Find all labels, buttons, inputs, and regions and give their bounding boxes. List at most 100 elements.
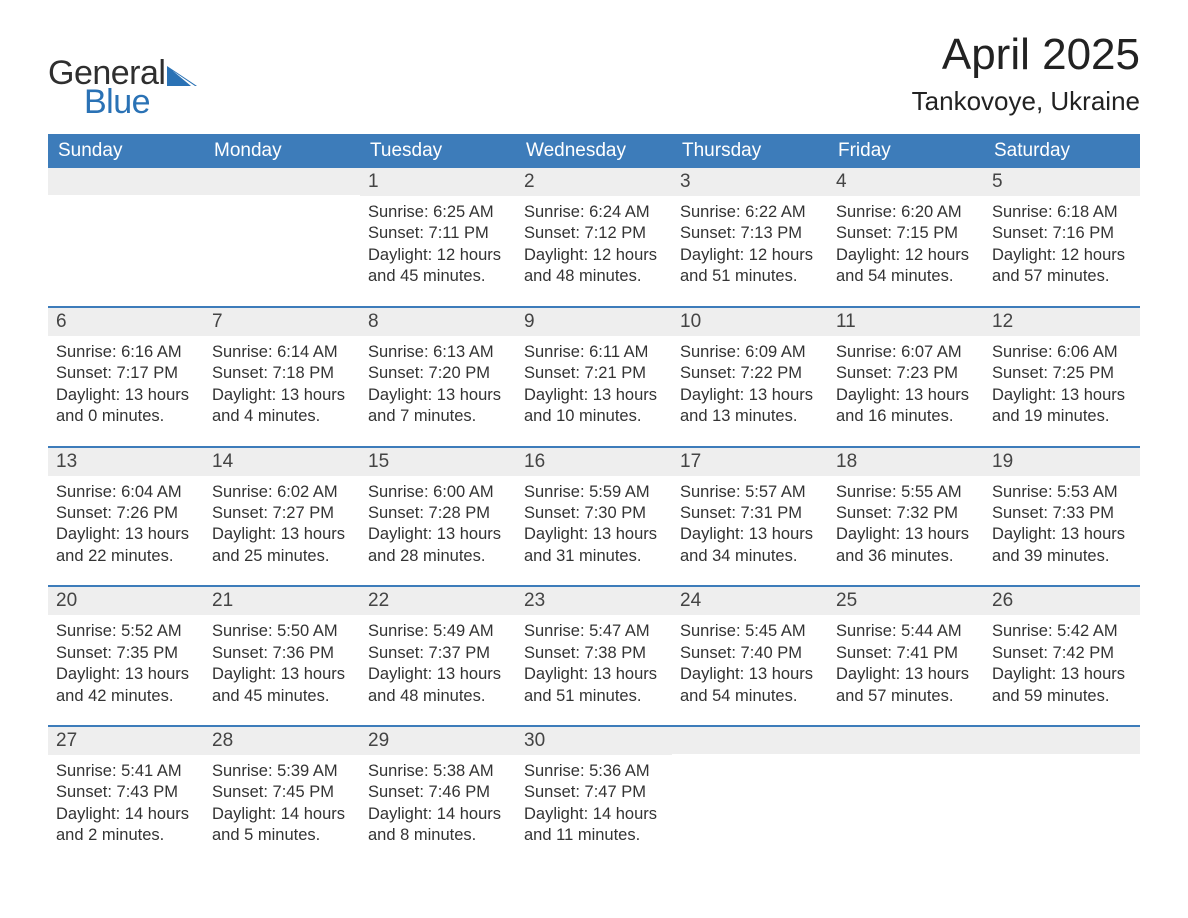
day-body: Sunrise: 6:09 AMSunset: 7:22 PMDaylight:… xyxy=(672,336,828,432)
day-body: Sunrise: 6:22 AMSunset: 7:13 PMDaylight:… xyxy=(672,196,828,292)
day-body: Sunrise: 6:13 AMSunset: 7:20 PMDaylight:… xyxy=(360,336,516,432)
sunrise-text: Sunrise: 6:06 AM xyxy=(992,342,1132,363)
day-number: 18 xyxy=(828,448,984,476)
weekday-header: Sunday xyxy=(48,134,204,168)
day-cell: 15Sunrise: 6:00 AMSunset: 7:28 PMDayligh… xyxy=(360,448,516,572)
brand-flag-icon xyxy=(167,64,201,93)
day-number: 2 xyxy=(516,168,672,196)
daylight-text: Daylight: 13 hours and 13 minutes. xyxy=(680,385,820,428)
daylight-text: Daylight: 13 hours and 57 minutes. xyxy=(836,664,976,707)
day-number: 23 xyxy=(516,587,672,615)
day-cell: 27Sunrise: 5:41 AMSunset: 7:43 PMDayligh… xyxy=(48,727,204,851)
week-row: 20Sunrise: 5:52 AMSunset: 7:35 PMDayligh… xyxy=(48,585,1140,711)
day-cell: 30Sunrise: 5:36 AMSunset: 7:47 PMDayligh… xyxy=(516,727,672,851)
sunset-text: Sunset: 7:33 PM xyxy=(992,503,1132,524)
day-body: Sunrise: 6:04 AMSunset: 7:26 PMDaylight:… xyxy=(48,476,204,572)
sunset-text: Sunset: 7:41 PM xyxy=(836,643,976,664)
daylight-text: Daylight: 13 hours and 4 minutes. xyxy=(212,385,352,428)
week-row: 27Sunrise: 5:41 AMSunset: 7:43 PMDayligh… xyxy=(48,725,1140,851)
sunrise-text: Sunrise: 5:53 AM xyxy=(992,482,1132,503)
day-body: Sunrise: 5:50 AMSunset: 7:36 PMDaylight:… xyxy=(204,615,360,711)
title-block: April 2025 Tankovoye, Ukraine xyxy=(912,30,1140,117)
day-cell: 4Sunrise: 6:20 AMSunset: 7:15 PMDaylight… xyxy=(828,168,984,292)
day-cell: 11Sunrise: 6:07 AMSunset: 7:23 PMDayligh… xyxy=(828,308,984,432)
daylight-text: Daylight: 12 hours and 54 minutes. xyxy=(836,245,976,288)
day-body: Sunrise: 5:57 AMSunset: 7:31 PMDaylight:… xyxy=(672,476,828,572)
sunrise-text: Sunrise: 6:18 AM xyxy=(992,202,1132,223)
day-body: Sunrise: 5:55 AMSunset: 7:32 PMDaylight:… xyxy=(828,476,984,572)
sunrise-text: Sunrise: 5:55 AM xyxy=(836,482,976,503)
sunset-text: Sunset: 7:35 PM xyxy=(56,643,196,664)
daylight-text: Daylight: 12 hours and 51 minutes. xyxy=(680,245,820,288)
day-number: 7 xyxy=(204,308,360,336)
sunrise-text: Sunrise: 5:36 AM xyxy=(524,761,664,782)
daylight-text: Daylight: 13 hours and 19 minutes. xyxy=(992,385,1132,428)
sunset-text: Sunset: 7:15 PM xyxy=(836,223,976,244)
day-body: Sunrise: 5:49 AMSunset: 7:37 PMDaylight:… xyxy=(360,615,516,711)
day-body: Sunrise: 5:47 AMSunset: 7:38 PMDaylight:… xyxy=(516,615,672,711)
day-cell: 9Sunrise: 6:11 AMSunset: 7:21 PMDaylight… xyxy=(516,308,672,432)
day-cell xyxy=(828,727,984,851)
day-cell: 14Sunrise: 6:02 AMSunset: 7:27 PMDayligh… xyxy=(204,448,360,572)
daylight-text: Daylight: 14 hours and 5 minutes. xyxy=(212,804,352,847)
day-cell: 16Sunrise: 5:59 AMSunset: 7:30 PMDayligh… xyxy=(516,448,672,572)
day-number: 15 xyxy=(360,448,516,476)
daylight-text: Daylight: 13 hours and 7 minutes. xyxy=(368,385,508,428)
day-cell: 3Sunrise: 6:22 AMSunset: 7:13 PMDaylight… xyxy=(672,168,828,292)
day-body: Sunrise: 6:07 AMSunset: 7:23 PMDaylight:… xyxy=(828,336,984,432)
sunrise-text: Sunrise: 6:13 AM xyxy=(368,342,508,363)
weekday-header-row: SundayMondayTuesdayWednesdayThursdayFrid… xyxy=(48,134,1140,168)
day-cell: 5Sunrise: 6:18 AMSunset: 7:16 PMDaylight… xyxy=(984,168,1140,292)
daylight-text: Daylight: 13 hours and 36 minutes. xyxy=(836,524,976,567)
day-number: 14 xyxy=(204,448,360,476)
day-number: 3 xyxy=(672,168,828,196)
day-number: 20 xyxy=(48,587,204,615)
sunset-text: Sunset: 7:20 PM xyxy=(368,363,508,384)
day-cell: 29Sunrise: 5:38 AMSunset: 7:46 PMDayligh… xyxy=(360,727,516,851)
day-body: Sunrise: 6:14 AMSunset: 7:18 PMDaylight:… xyxy=(204,336,360,432)
sunset-text: Sunset: 7:22 PM xyxy=(680,363,820,384)
daylight-text: Daylight: 13 hours and 39 minutes. xyxy=(992,524,1132,567)
sunrise-text: Sunrise: 6:09 AM xyxy=(680,342,820,363)
sunset-text: Sunset: 7:47 PM xyxy=(524,782,664,803)
location-subtitle: Tankovoye, Ukraine xyxy=(912,86,1140,117)
day-number: 10 xyxy=(672,308,828,336)
day-number: 22 xyxy=(360,587,516,615)
day-body: Sunrise: 6:18 AMSunset: 7:16 PMDaylight:… xyxy=(984,196,1140,292)
sunset-text: Sunset: 7:31 PM xyxy=(680,503,820,524)
sunrise-text: Sunrise: 5:44 AM xyxy=(836,621,976,642)
sunset-text: Sunset: 7:38 PM xyxy=(524,643,664,664)
day-number: 4 xyxy=(828,168,984,196)
daylight-text: Daylight: 12 hours and 45 minutes. xyxy=(368,245,508,288)
day-cell: 1Sunrise: 6:25 AMSunset: 7:11 PMDaylight… xyxy=(360,168,516,292)
daylight-text: Daylight: 13 hours and 16 minutes. xyxy=(836,385,976,428)
day-cell: 12Sunrise: 6:06 AMSunset: 7:25 PMDayligh… xyxy=(984,308,1140,432)
day-cell: 22Sunrise: 5:49 AMSunset: 7:37 PMDayligh… xyxy=(360,587,516,711)
day-cell: 8Sunrise: 6:13 AMSunset: 7:20 PMDaylight… xyxy=(360,308,516,432)
day-cell: 17Sunrise: 5:57 AMSunset: 7:31 PMDayligh… xyxy=(672,448,828,572)
day-number: 11 xyxy=(828,308,984,336)
day-cell: 24Sunrise: 5:45 AMSunset: 7:40 PMDayligh… xyxy=(672,587,828,711)
sunset-text: Sunset: 7:28 PM xyxy=(368,503,508,524)
sunrise-text: Sunrise: 5:45 AM xyxy=(680,621,820,642)
day-body: Sunrise: 5:44 AMSunset: 7:41 PMDaylight:… xyxy=(828,615,984,711)
sunset-text: Sunset: 7:25 PM xyxy=(992,363,1132,384)
sunrise-text: Sunrise: 5:50 AM xyxy=(212,621,352,642)
day-cell: 25Sunrise: 5:44 AMSunset: 7:41 PMDayligh… xyxy=(828,587,984,711)
month-title: April 2025 xyxy=(912,30,1140,80)
sunrise-text: Sunrise: 6:11 AM xyxy=(524,342,664,363)
daylight-text: Daylight: 14 hours and 2 minutes. xyxy=(56,804,196,847)
sunset-text: Sunset: 7:17 PM xyxy=(56,363,196,384)
sunrise-text: Sunrise: 6:14 AM xyxy=(212,342,352,363)
day-body: Sunrise: 6:11 AMSunset: 7:21 PMDaylight:… xyxy=(516,336,672,432)
day-number: 9 xyxy=(516,308,672,336)
daylight-text: Daylight: 13 hours and 31 minutes. xyxy=(524,524,664,567)
daylight-text: Daylight: 13 hours and 10 minutes. xyxy=(524,385,664,428)
sunrise-text: Sunrise: 5:42 AM xyxy=(992,621,1132,642)
day-cell: 26Sunrise: 5:42 AMSunset: 7:42 PMDayligh… xyxy=(984,587,1140,711)
daylight-text: Daylight: 13 hours and 34 minutes. xyxy=(680,524,820,567)
day-number: 29 xyxy=(360,727,516,755)
day-number: 17 xyxy=(672,448,828,476)
sunrise-text: Sunrise: 5:41 AM xyxy=(56,761,196,782)
day-number: 26 xyxy=(984,587,1140,615)
